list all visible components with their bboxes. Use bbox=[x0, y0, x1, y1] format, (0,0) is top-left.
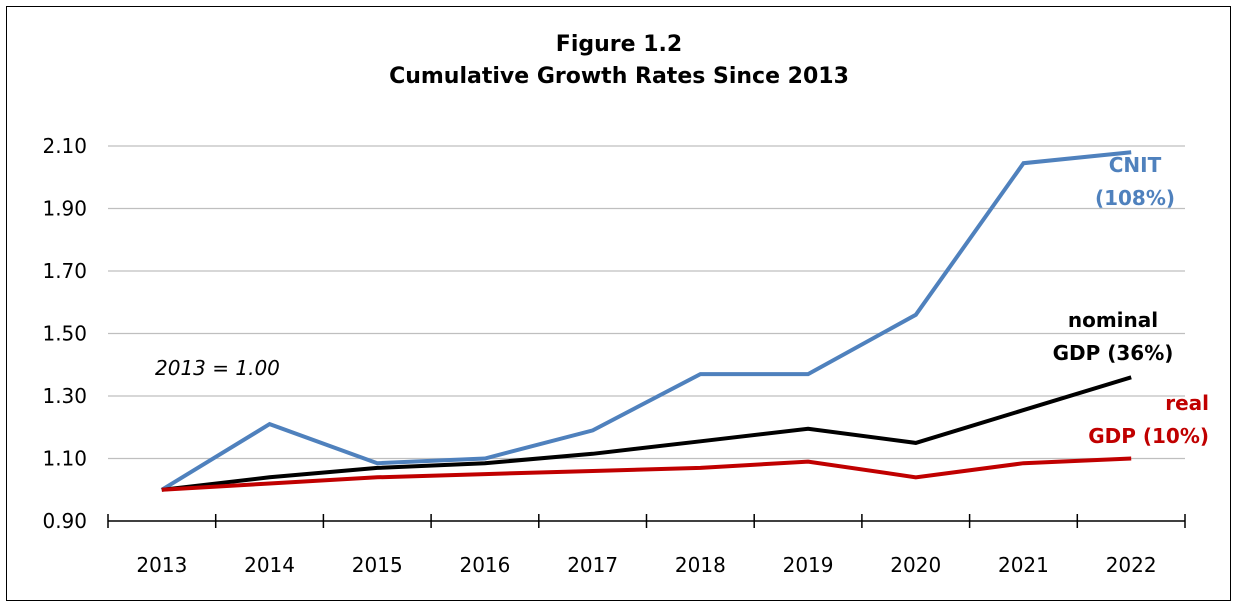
y-tick-label: 1.90 bbox=[42, 197, 87, 221]
series-label-cnit: (108%) bbox=[1095, 186, 1175, 210]
x-tick-label: 2018 bbox=[675, 553, 726, 577]
chart-frame: Figure 1.2 Cumulative Growth Rates Since… bbox=[6, 6, 1231, 601]
base-year-annotation: 2013 = 1.00 bbox=[155, 356, 280, 380]
x-tick-label: 2019 bbox=[783, 553, 834, 577]
series-line-real-gdp bbox=[161, 456, 1132, 492]
y-axis: 0.90 1.10 1.30 1.50 1.70 1.90 2.10 bbox=[42, 134, 87, 533]
series-label-nominal-gdp: nominal bbox=[1068, 308, 1158, 332]
series-label-cnit: CNIT bbox=[1109, 153, 1162, 177]
series-label-real-gdp: GDP (10%) bbox=[1088, 424, 1209, 448]
x-tick-label: 2020 bbox=[890, 553, 941, 577]
series-labels: CNIT (108%) nominal GDP (36%) real GDP (10%) bbox=[1053, 153, 1209, 448]
y-tick-label: 0.90 bbox=[42, 509, 87, 533]
y-tick-label: 2.10 bbox=[42, 134, 87, 158]
x-tick-label: 2022 bbox=[1106, 553, 1157, 577]
x-tick-label: 2013 bbox=[136, 553, 187, 577]
x-axis: 2013 2014 2015 2016 2017 2018 2019 2020 2021 2022 bbox=[107, 514, 1186, 577]
series-label-real-gdp: real bbox=[1165, 391, 1209, 415]
line-chart: Figure 1.2 Cumulative Growth Rates Since… bbox=[42, 32, 1209, 577]
chart-title: Figure 1.2 bbox=[556, 32, 682, 57]
series-label-nominal-gdp: GDP (36%) bbox=[1053, 341, 1174, 365]
series-line-nominal-gdp bbox=[161, 375, 1132, 492]
series-line-cnit bbox=[160, 150, 1132, 492]
x-tick-label: 2021 bbox=[998, 553, 1049, 577]
y-tick-label: 1.50 bbox=[42, 322, 87, 346]
chart-subtitle: Cumulative Growth Rates Since 2013 bbox=[389, 64, 849, 89]
y-tick-label: 1.30 bbox=[42, 384, 87, 408]
x-tick-label: 2014 bbox=[244, 553, 295, 577]
y-tick-label: 1.70 bbox=[42, 259, 87, 283]
gridlines bbox=[108, 145, 1185, 460]
series-group bbox=[160, 150, 1132, 492]
x-tick-label: 2015 bbox=[352, 553, 403, 577]
y-tick-label: 1.10 bbox=[42, 447, 87, 471]
x-tick-label: 2016 bbox=[459, 553, 510, 577]
x-tick-label: 2017 bbox=[567, 553, 618, 577]
